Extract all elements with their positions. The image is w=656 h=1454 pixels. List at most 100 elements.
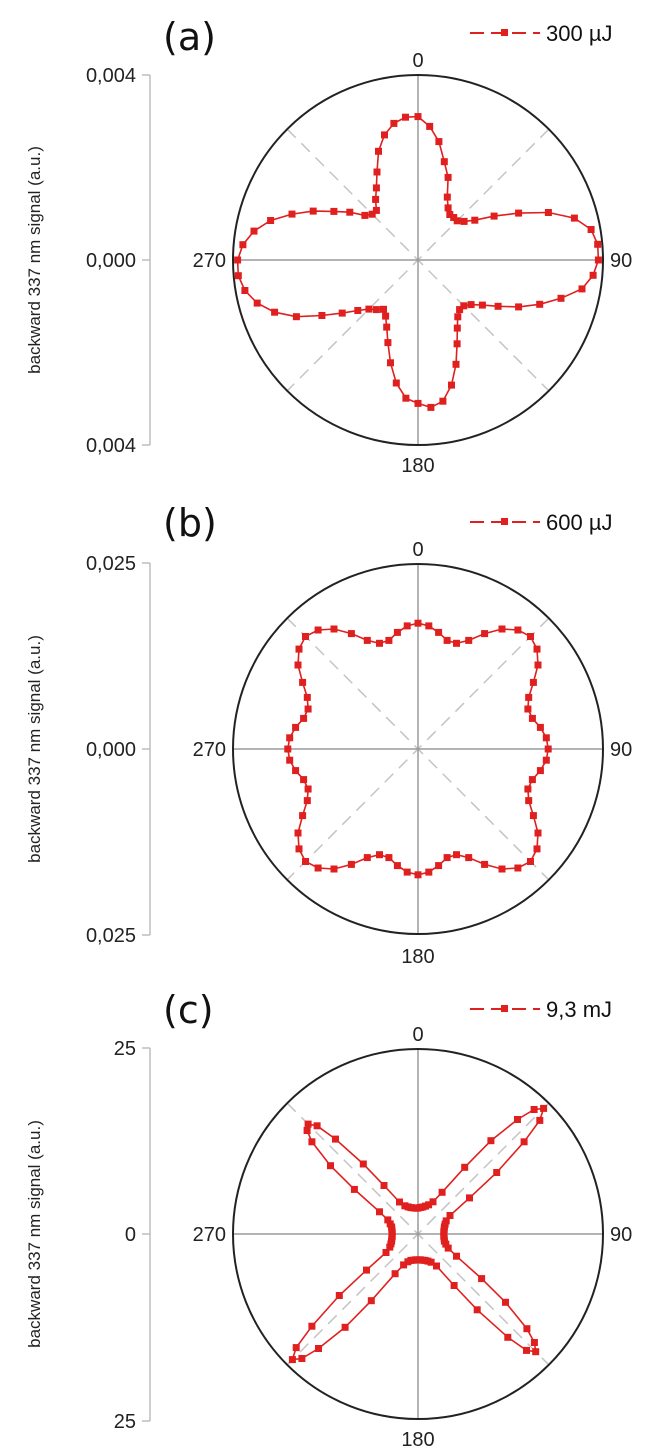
data-point-marker bbox=[350, 1185, 358, 1193]
data-point-marker bbox=[304, 785, 312, 793]
data-point-marker bbox=[536, 767, 544, 775]
data-point-marker bbox=[533, 645, 541, 653]
data-point-marker bbox=[380, 1182, 388, 1189]
data-point-marker bbox=[460, 217, 468, 225]
polar-grid-c bbox=[232, 1048, 604, 1420]
data-point-marker bbox=[523, 1325, 531, 1333]
y-tick-a-bottom: 0,004 bbox=[86, 435, 136, 457]
data-point-marker bbox=[587, 226, 595, 233]
data-point-marker bbox=[594, 240, 602, 248]
data-point-marker bbox=[446, 1212, 454, 1219]
data-point-marker bbox=[372, 206, 380, 214]
data-point-marker bbox=[376, 639, 383, 647]
data-point-marker bbox=[372, 184, 380, 192]
panel-b-letter: (b) bbox=[163, 501, 217, 545]
data-point-marker bbox=[363, 636, 371, 644]
data-point-marker bbox=[534, 661, 542, 669]
data-point-marker bbox=[376, 1208, 383, 1216]
data-point-marker bbox=[426, 122, 434, 130]
data-point-marker bbox=[544, 745, 552, 753]
data-point-marker bbox=[292, 1344, 300, 1352]
data-point-marker bbox=[234, 256, 242, 264]
data-point-marker bbox=[327, 1162, 334, 1170]
panel-a: (a) 300 µJ 0,004 0,000 0,004 backward 33… bbox=[25, 15, 632, 477]
angle-label-90: 90 bbox=[610, 250, 632, 272]
data-point-marker bbox=[444, 173, 452, 181]
data-point-marker bbox=[529, 812, 537, 820]
data-point-marker bbox=[295, 845, 303, 853]
y-tick-c-bottom: 25 bbox=[114, 1411, 136, 1433]
series-a-300uJ bbox=[234, 113, 602, 411]
data-point-marker bbox=[493, 1169, 501, 1176]
data-point-marker bbox=[384, 339, 392, 347]
data-point-marker bbox=[253, 299, 261, 307]
data-point-marker bbox=[286, 756, 294, 764]
data-point-marker bbox=[444, 204, 452, 212]
data-point-marker bbox=[542, 756, 550, 764]
data-point-marker bbox=[300, 776, 308, 784]
data-point-marker bbox=[380, 305, 387, 313]
data-point-marker bbox=[315, 1345, 322, 1352]
data-point-marker bbox=[330, 207, 338, 215]
data-point-marker bbox=[346, 208, 354, 216]
data-point-marker bbox=[294, 829, 302, 837]
data-point-marker bbox=[427, 403, 435, 411]
data-point-marker bbox=[515, 303, 523, 311]
data-point-marker bbox=[385, 854, 393, 862]
data-point-marker bbox=[443, 854, 451, 862]
data-point-marker bbox=[386, 1220, 394, 1228]
data-point-marker bbox=[440, 158, 448, 166]
data-point-marker bbox=[471, 216, 479, 224]
data-point-marker bbox=[373, 168, 381, 176]
data-point-marker bbox=[453, 217, 461, 225]
data-point-marker bbox=[361, 211, 369, 219]
data-point-marker bbox=[530, 1339, 538, 1346]
data-point-marker bbox=[372, 195, 380, 203]
y-tick-a-top: 0,004 bbox=[86, 65, 136, 87]
data-point-marker bbox=[403, 622, 411, 630]
data-point-marker bbox=[304, 1120, 312, 1128]
data-point-marker bbox=[359, 1160, 367, 1168]
data-point-marker bbox=[302, 858, 309, 865]
data-point-marker bbox=[338, 309, 346, 317]
data-point-marker bbox=[515, 209, 523, 217]
angle-label-90: 90 bbox=[610, 1224, 632, 1246]
series-c-9_3mJ bbox=[288, 1104, 548, 1364]
data-point-marker bbox=[314, 626, 322, 634]
data-point-marker bbox=[414, 113, 422, 121]
polar-grid-a bbox=[232, 74, 604, 446]
data-point-marker bbox=[309, 207, 317, 215]
legend-b-label: 600 µJ bbox=[546, 510, 613, 535]
data-point-marker bbox=[514, 1116, 521, 1123]
angle-label-90: 90 bbox=[610, 739, 632, 761]
data-point-marker bbox=[450, 1282, 458, 1289]
data-point-marker bbox=[435, 138, 443, 146]
data-point-marker bbox=[381, 131, 388, 139]
data-point-marker bbox=[250, 227, 258, 235]
data-point-marker bbox=[368, 210, 376, 218]
data-point-marker bbox=[288, 210, 296, 218]
data-point-marker bbox=[473, 1306, 481, 1314]
data-point-marker bbox=[589, 271, 597, 279]
data-point-marker bbox=[414, 871, 422, 879]
data-point-marker bbox=[478, 1275, 486, 1283]
data-point-marker bbox=[347, 630, 355, 638]
data-point-marker bbox=[529, 678, 537, 686]
data-point-marker bbox=[534, 829, 542, 837]
panel-b: (b) 600 µJ 0,025 0,000 0,025 backward 33… bbox=[25, 501, 632, 968]
data-point-marker bbox=[443, 193, 451, 201]
y-axis-c-label: backward 337 nm signal (a.u.) bbox=[25, 1120, 44, 1348]
legend-a-marker bbox=[501, 29, 508, 36]
legend-b-marker bbox=[501, 518, 508, 525]
data-point-marker bbox=[367, 1297, 375, 1305]
series-b-600uJ bbox=[284, 619, 552, 879]
panel-c-letter: (c) bbox=[163, 988, 214, 1032]
angle-label-270: 270 bbox=[193, 250, 226, 272]
y-tick-c-top: 25 bbox=[114, 1038, 136, 1060]
angle-label-270: 270 bbox=[193, 1224, 226, 1246]
data-point-marker bbox=[467, 301, 475, 309]
data-point-marker bbox=[314, 864, 322, 872]
data-point-marker bbox=[354, 307, 362, 314]
data-point-marker bbox=[536, 723, 544, 731]
angle-label-180: 180 bbox=[401, 1429, 434, 1451]
